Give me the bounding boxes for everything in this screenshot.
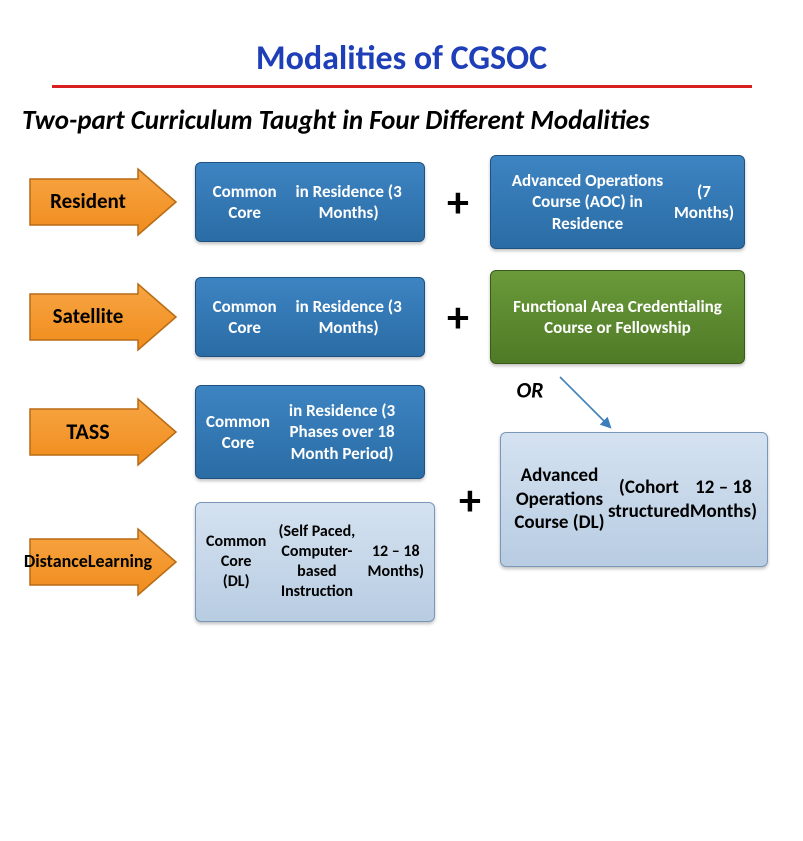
- box-b7: Advanced Operations Course (DL)(Cohort s…: [500, 432, 768, 567]
- or-label: OR: [516, 377, 543, 404]
- title-underline: [52, 85, 752, 88]
- plus-0: +: [447, 175, 469, 229]
- modality-arrow-label-1: Satellite: [28, 282, 148, 352]
- plus-1: +: [447, 290, 469, 344]
- box-b6: Common Core (DL)(Self Paced, Computer-ba…: [195, 502, 435, 622]
- box-b3: Common Corein Residence (3 Months): [195, 277, 425, 357]
- modality-arrow-1: Satellite: [28, 282, 178, 352]
- modality-arrow-2: TASS: [28, 397, 178, 467]
- modality-arrow-label-2: TASS: [28, 397, 148, 467]
- box-b5: Common Corein Residence (3 Phases over 1…: [195, 385, 425, 479]
- modality-arrow-label-0: Resident: [28, 167, 148, 237]
- modality-arrow-0: Resident: [28, 167, 178, 237]
- box-b1: Common Corein Residence (3 Months): [195, 162, 425, 242]
- diagram-canvas: Resident Satellite TASS DistanceLearning…: [0, 137, 803, 757]
- modality-arrow-3: DistanceLearning: [28, 527, 178, 597]
- subtitle: Two-part Curriculum Taught in Four Diffe…: [22, 104, 803, 137]
- plus-2: +: [459, 473, 481, 527]
- box-b2: Advanced Operations Course (AOC) in Resi…: [490, 155, 745, 249]
- modality-arrow-label-3: DistanceLearning: [28, 527, 148, 597]
- box-b4: Functional Area Credentialing Course or …: [490, 270, 745, 364]
- page-title: Modalities of CGSOC: [0, 38, 803, 79]
